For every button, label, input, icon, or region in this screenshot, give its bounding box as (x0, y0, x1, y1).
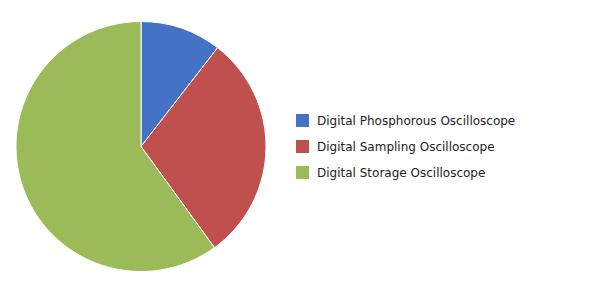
slice (16, 22, 214, 272)
legend-label: Digital Phosphorous Oscilloscope (317, 114, 515, 128)
legend-swatch (296, 140, 309, 153)
legend: Digital Phosphorous Oscilloscope Digital … (296, 114, 515, 180)
legend-item: Digital Sampling Oscilloscope (296, 140, 495, 154)
legend-label: Digital Storage Oscilloscope (317, 166, 485, 180)
legend-item: Digital Phosphorous Oscilloscope (296, 114, 515, 128)
chart: Digital Phosphorous Oscilloscope Digital … (0, 0, 613, 293)
legend-item: Digital Storage Oscilloscope (296, 166, 485, 180)
legend-swatch (296, 114, 309, 127)
pie (16, 22, 266, 272)
legend-label: Digital Sampling Oscilloscope (317, 140, 495, 154)
legend-swatch (296, 166, 309, 179)
